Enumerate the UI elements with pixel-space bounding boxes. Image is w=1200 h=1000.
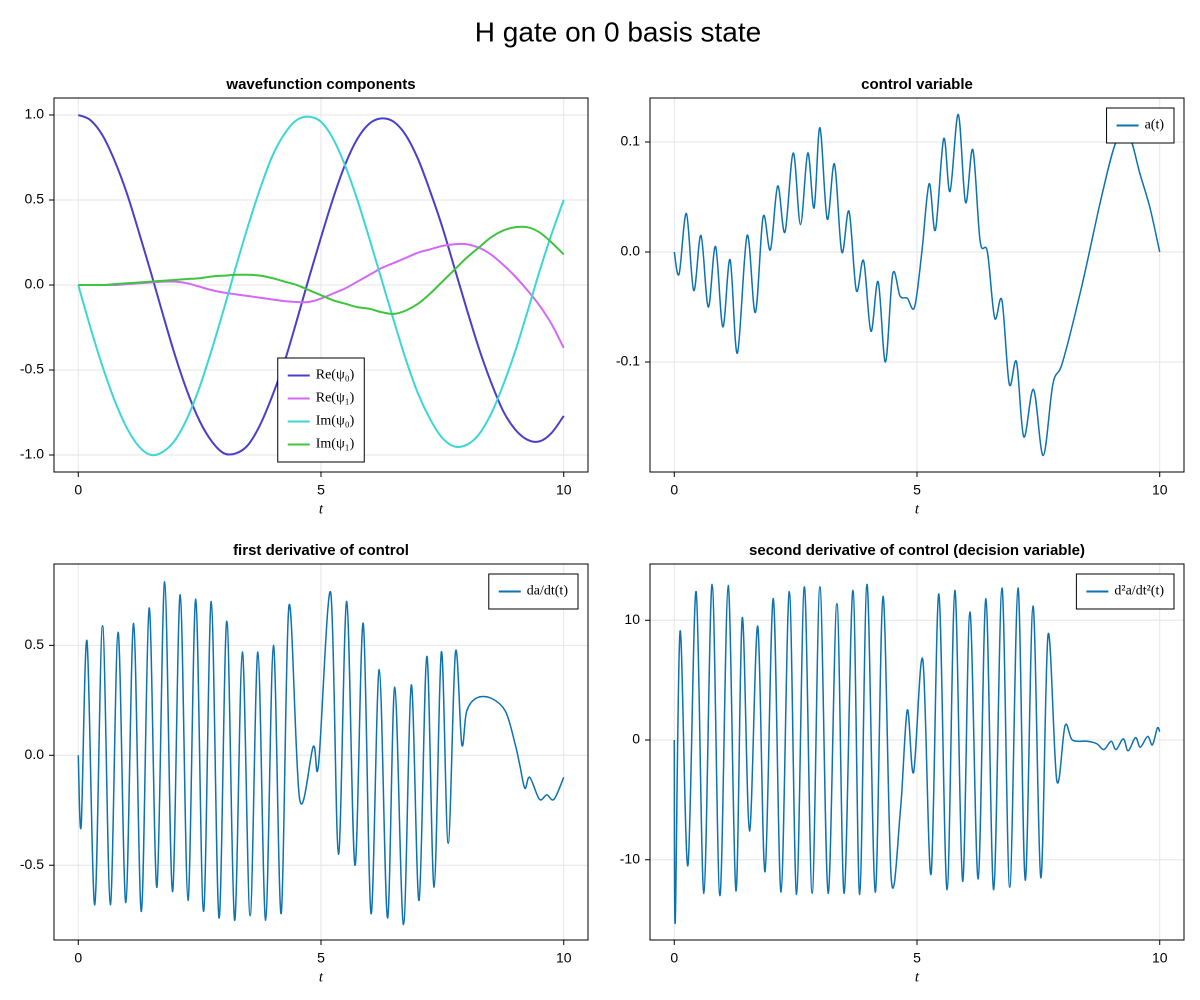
x-axis-label: t (915, 969, 920, 985)
x-tick-label: 5 (913, 950, 921, 966)
series-line (77, 114, 565, 456)
y-tick-label: 0.0 (25, 746, 45, 762)
series-line (77, 580, 565, 926)
legend: da/dt(t) (488, 573, 579, 610)
y-tick-label: 10 (624, 611, 640, 627)
x-axis-label: t (319, 501, 324, 517)
x-axis-label: t (915, 501, 920, 517)
x-tick-label: 0 (74, 950, 82, 966)
x-axis-label: t (319, 969, 324, 985)
x-tick-label: 5 (317, 482, 325, 498)
y-tick-label: 0.5 (25, 636, 45, 652)
legend: Re(ψ₀) Re(ψ₁) Im(ψ₀) Im(ψ₁) (277, 357, 365, 463)
panel-title: control variable (861, 76, 973, 93)
y-tick-label: -0.1 (616, 353, 640, 369)
legend: d²a/dt²(t) (1075, 573, 1175, 610)
panel: control variable 0 5 10 -0.1 0.0 0.1 t a(t) (616, 76, 1185, 517)
figure-title: H gate on 0 basis state (475, 16, 761, 47)
y-tick-label: -10 (620, 850, 640, 866)
legend: a(t) (1106, 107, 1175, 144)
panel-title: first derivative of control (233, 542, 409, 559)
x-tick-label: 5 (913, 482, 921, 498)
panel-title: second derivative of control (decision v… (749, 542, 1085, 559)
legend-label: Re(ψ₁) (316, 391, 355, 406)
y-tick-label: 0.0 (25, 276, 45, 292)
series-line (77, 115, 565, 457)
x-tick-label: 0 (670, 950, 678, 966)
x-tick-label: 10 (556, 482, 572, 498)
legend-label: Im(ψ₁) (316, 437, 355, 452)
y-tick-label: 0.1 (621, 133, 641, 149)
y-tick-label: 1.0 (25, 106, 45, 122)
x-tick-label: 10 (1152, 482, 1168, 498)
y-tick-label: -0.5 (20, 856, 44, 872)
panel: wavefunction components 0 5 10 -1.0 -0.5 0.0 0.… (20, 76, 589, 517)
panel: first derivative of control 0 5 10 -0.5 0.0 0.… (20, 542, 589, 985)
y-tick-label: 0.0 (621, 243, 641, 259)
x-tick-label: 0 (74, 482, 82, 498)
x-tick-label: 5 (317, 950, 325, 966)
plot-frame (53, 563, 589, 941)
x-tick-label: 10 (1152, 950, 1168, 966)
series-line (78, 225, 565, 315)
x-tick-label: 0 (670, 482, 678, 498)
y-tick-label: 0 (632, 731, 640, 747)
series-line (673, 113, 1161, 457)
plot-frame (649, 563, 1185, 941)
legend-label: a(t) (1145, 118, 1165, 133)
panel: second derivative of control (decision v… (620, 542, 1185, 985)
x-tick-label: 10 (556, 950, 572, 966)
y-tick-label: 0.5 (25, 191, 45, 207)
legend-label: Im(ψ₀) (316, 414, 355, 429)
legend-label: Re(ψ₀) (316, 368, 355, 383)
series-line (673, 583, 1161, 925)
panel-title: wavefunction components (225, 76, 415, 93)
legend-label: d²a/dt²(t) (1114, 584, 1164, 599)
y-tick-label: -1.0 (20, 446, 44, 462)
y-tick-label: -0.5 (20, 361, 44, 377)
legend-label: da/dt(t) (527, 584, 569, 599)
plot-frame (53, 97, 589, 473)
plot-frame (649, 97, 1185, 473)
